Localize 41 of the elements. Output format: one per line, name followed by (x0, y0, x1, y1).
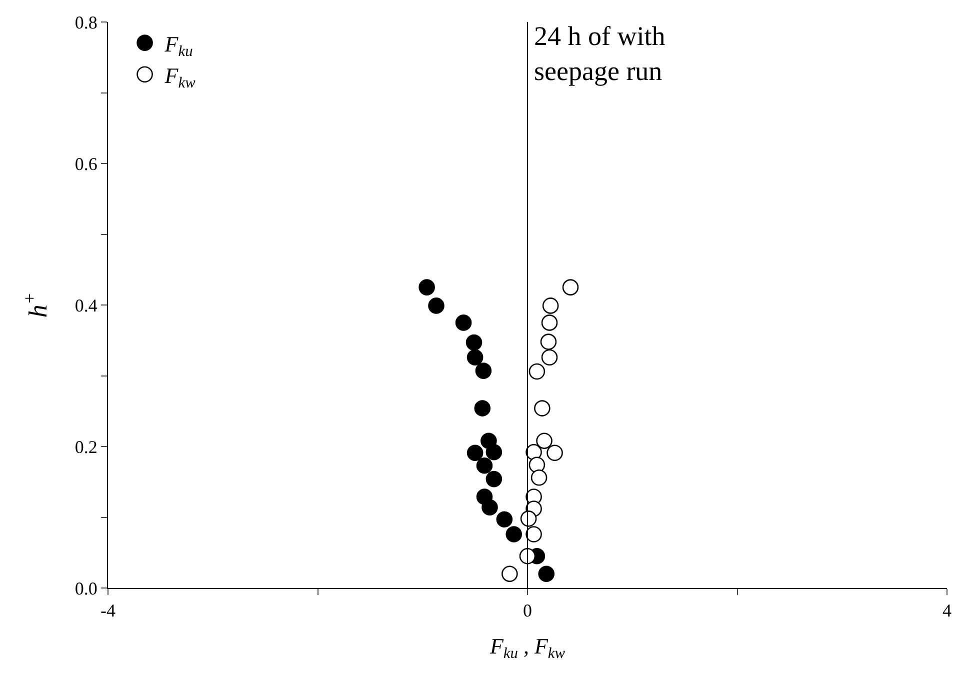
point (496, 511, 513, 528)
point (520, 510, 537, 527)
point (519, 548, 536, 564)
legend-label: F$_{ku}$ (164, 31, 194, 60)
x-tick-label: 0 (523, 600, 532, 621)
point (546, 444, 563, 462)
x-tick-label: -4 (100, 600, 116, 621)
legend-label: F$_{kw}$ (164, 62, 196, 92)
y-tick-label: 0.8 (74, 12, 98, 32)
annotation: 24 h of with seepage run (534, 21, 666, 86)
point (475, 362, 492, 379)
point (466, 334, 482, 351)
point (482, 499, 498, 516)
point (536, 432, 552, 449)
point (542, 298, 559, 314)
point (455, 314, 472, 331)
y-tick-label: 0.6 (74, 154, 98, 174)
point (466, 349, 484, 366)
point (538, 566, 555, 582)
point (530, 469, 548, 486)
y-tick-label: 0.0 (74, 578, 98, 598)
point (540, 334, 557, 350)
y-tick-label: 0.2 (74, 436, 98, 457)
point (428, 298, 444, 314)
point (466, 444, 484, 462)
point (486, 470, 502, 488)
point (528, 363, 546, 380)
y-tick-label: 0.4 (74, 295, 98, 316)
point (506, 526, 522, 542)
point (562, 279, 579, 296)
point (486, 444, 502, 460)
point (502, 566, 518, 582)
point (534, 400, 550, 416)
point (541, 314, 558, 331)
point (418, 279, 435, 296)
point (476, 457, 493, 474)
point (526, 526, 542, 542)
point (474, 400, 491, 416)
x-axis-title: F$_{ku}$ , F$_{kw}$ (488, 634, 566, 662)
x-tick-label: 4 (942, 600, 952, 621)
point (541, 349, 558, 366)
